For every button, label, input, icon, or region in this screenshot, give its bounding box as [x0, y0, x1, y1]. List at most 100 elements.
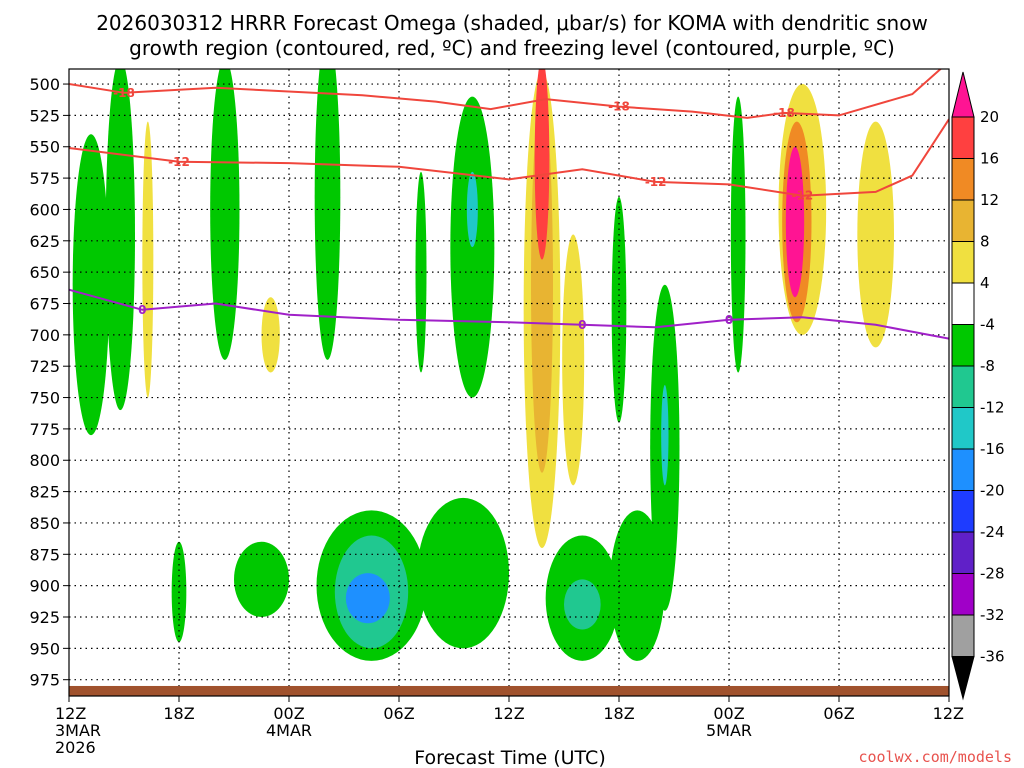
y-tick-label-500: 500 [29, 75, 60, 94]
x-tick-date-2: 4MAR [266, 721, 312, 740]
contour-freezing-label-2: 0 [725, 313, 733, 327]
y-tick-label-975: 975 [29, 671, 60, 690]
omega-region-13 [611, 196, 627, 423]
colorbar-cell-0 [951, 116, 975, 159]
contour-minus12-label-0: -12 [168, 155, 190, 169]
colorbar-cell-11 [951, 573, 975, 616]
colorbar-cell-7 [951, 407, 975, 450]
omega-region-28 [234, 541, 289, 617]
colorbar-label-0: 20 [980, 108, 999, 126]
colorbar-label-8: -16 [980, 440, 1005, 458]
chart-title-line2: growth region (contoured, red, ºC) and f… [129, 36, 895, 60]
omega-region-23 [345, 573, 390, 624]
contour-minus12 [69, 118, 949, 197]
y-tick-label-700: 700 [29, 326, 60, 345]
contour-minus18 [69, 69, 943, 119]
contour-minus18-label-0: -18 [113, 86, 135, 100]
y-tick-label-525: 525 [29, 106, 60, 125]
colorbar-label-3: 8 [980, 233, 990, 251]
omega-region-11 [534, 69, 550, 260]
colorbar-cell-4 [951, 282, 975, 325]
omega-region-27 [609, 510, 665, 661]
colorbar-label-4: 4 [980, 274, 990, 292]
colorbar-cell-8 [951, 448, 975, 491]
colorbar-label-13: -36 [980, 648, 1005, 666]
y-tick-label-825: 825 [29, 483, 60, 502]
contour-minus18-label-2: -18 [773, 106, 795, 120]
colorbar-cell-2 [951, 199, 975, 242]
colorbar-label-12: -32 [980, 606, 1005, 624]
y-tick-label-950: 950 [29, 639, 60, 658]
omega-region-12 [562, 234, 585, 486]
colorbar: 20 16 12 8 4 -4 -8 -12 -16 -20 -24 -28 -32 -36 [951, 71, 1005, 701]
omega-region-8 [466, 171, 478, 248]
omega-region-16 [730, 96, 746, 373]
y-tick-label-675: 675 [29, 294, 60, 313]
y-tick-label-925: 925 [29, 608, 60, 627]
omega-region-24 [417, 497, 509, 649]
contour-freezing [69, 288, 949, 340]
x-tick-date-6: 5MAR [706, 721, 752, 740]
colorbar-top-arrow [951, 71, 975, 118]
x-tick-label-0: 12Z [55, 704, 86, 723]
contour-minus12-label-1: -12 [645, 175, 667, 189]
x-axis-label: Forecast Time (UTC) [414, 747, 605, 768]
y-tick-label-725: 725 [29, 357, 60, 376]
y-tick-label-550: 550 [29, 138, 60, 157]
colorbar-cell-12 [951, 614, 975, 657]
colorbar-cell-1 [951, 158, 975, 201]
y-tick-label-600: 600 [29, 200, 60, 219]
terrain-ground [69, 685, 949, 696]
colorbar-label-9: -20 [980, 482, 1005, 500]
x-tick-label-6: 00Z [713, 704, 744, 723]
x-tick-label-4: 12Z [493, 704, 524, 723]
contour-minus18-label-1: -18 [608, 100, 630, 114]
omega-region-5 [261, 297, 280, 373]
colorbar-cell-10 [951, 531, 975, 574]
omega-region-19 [785, 146, 805, 298]
colorbar-cell-3 [951, 241, 975, 284]
y-tick-label-800: 800 [29, 451, 60, 470]
x-tick-label-7: 06Z [823, 704, 854, 723]
contour-freezing-label-0: 0 [138, 303, 146, 317]
omega-region-2 [142, 121, 154, 398]
x-tick-label-3: 06Z [383, 704, 414, 723]
x-tick-label-5: 18Z [603, 704, 634, 723]
y-tick-label-775: 775 [29, 420, 60, 439]
y-tick-label-575: 575 [29, 169, 60, 188]
y-tick-label-750: 750 [29, 389, 60, 408]
colorbar-cell-5 [951, 324, 975, 367]
omega-region-15 [661, 385, 669, 486]
colorbar-label-7: -12 [980, 399, 1005, 417]
colorbar-label-2: 12 [980, 191, 999, 209]
colorbar-label-6: -8 [980, 357, 995, 375]
credit-text: coolwx.com/models [858, 748, 1012, 766]
colorbar-label-1: 16 [980, 150, 999, 168]
plot-area: -18 -18 -18 -12 -12 -12 0 0 0 [69, 69, 949, 696]
x-tick-label-1: 18Z [163, 704, 194, 723]
x-tick-label-2: 00Z [273, 704, 304, 723]
colorbar-cell-9 [951, 490, 975, 533]
x-tick-year-0: 2026 [55, 738, 96, 757]
grid-lines [69, 69, 949, 696]
y-tick-label-875: 875 [29, 545, 60, 564]
omega-region-3 [210, 69, 240, 360]
contour-lines: -18 -18 -18 -12 -12 -12 0 0 0 [69, 69, 949, 340]
omega-region-4 [314, 69, 341, 360]
omega-region-0 [72, 134, 110, 436]
contour-minus12-label-2: -12 [791, 189, 813, 203]
omega-region-26 [564, 579, 601, 630]
colorbar-cell-6 [951, 365, 975, 408]
y-axis: 500 525 550 575 600 625 650 675 700 725 750 775 800 8… [29, 75, 69, 690]
x-tick-label-8: 12Z [933, 704, 964, 723]
y-tick-label-625: 625 [29, 232, 60, 251]
colorbar-label-10: -24 [980, 523, 1005, 541]
x-tick-date-0: 3MAR [55, 721, 101, 740]
y-tick-label-900: 900 [29, 577, 60, 596]
contour-freezing-label-1: 0 [578, 318, 586, 332]
colorbar-label-5: -4 [980, 316, 995, 334]
omega-region-20 [857, 121, 895, 348]
omega-region-1 [105, 69, 135, 411]
